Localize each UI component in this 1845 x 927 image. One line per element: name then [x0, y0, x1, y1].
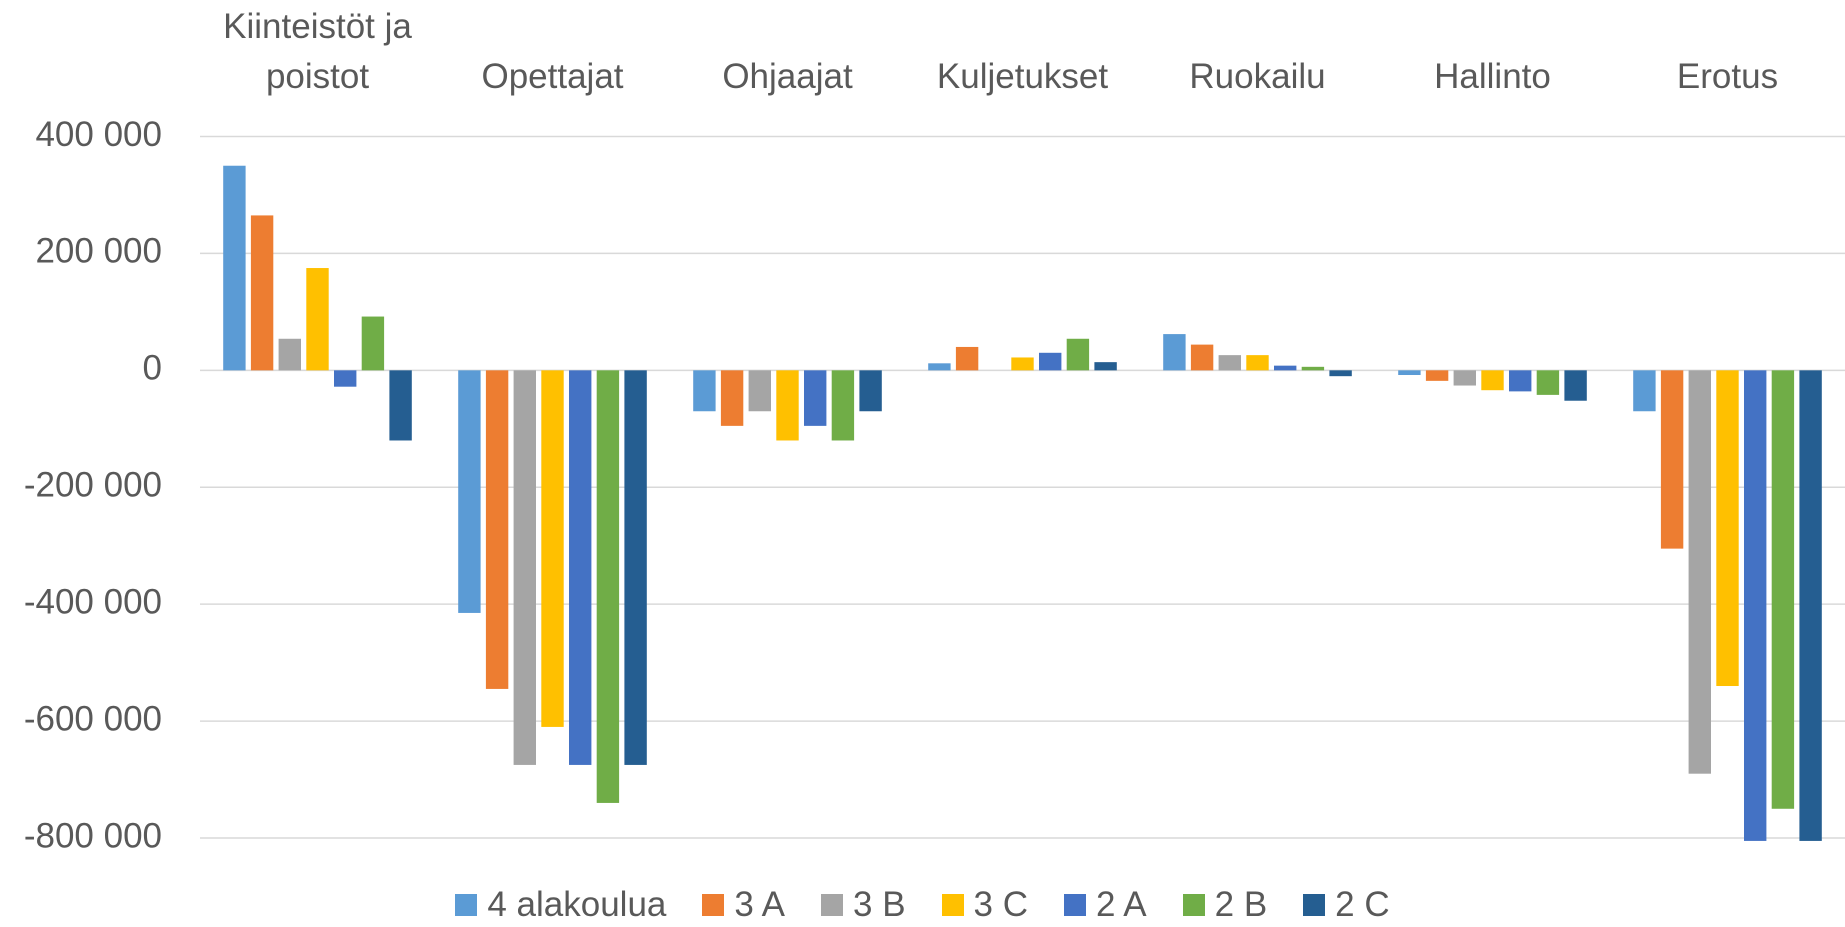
bar — [569, 370, 592, 765]
bar — [361, 316, 385, 371]
bar — [1398, 370, 1421, 376]
legend-label: 4 alakoulua — [487, 884, 667, 924]
y-tick-label: -200 000 — [24, 466, 162, 505]
legend-swatch — [702, 893, 725, 916]
category-label: Hallinto — [1434, 57, 1551, 96]
y-tick-label: -400 000 — [24, 582, 162, 621]
legend-label: 3 C — [973, 884, 1029, 924]
bar — [1094, 362, 1117, 371]
legend-item: 3 A — [702, 885, 785, 925]
bar — [1425, 370, 1449, 381]
legend-label: 2 C — [1335, 884, 1390, 924]
bar — [596, 370, 620, 803]
legend-swatch — [941, 893, 964, 916]
bar — [955, 346, 979, 371]
bar — [748, 370, 771, 412]
bar — [1329, 370, 1352, 377]
legend-item: 2 A — [1064, 885, 1147, 925]
bar — [1301, 366, 1325, 371]
bar — [1799, 370, 1822, 841]
legend-swatch — [455, 893, 478, 916]
bar — [720, 370, 744, 426]
y-tick-label: 0 — [143, 349, 162, 388]
bar — [250, 215, 274, 371]
bar — [928, 363, 951, 371]
bar — [278, 338, 301, 371]
legend-swatch — [1064, 893, 1087, 916]
bar — [1688, 370, 1711, 774]
y-tick-label: -600 000 — [24, 699, 162, 738]
bar — [1716, 370, 1739, 687]
bar — [513, 370, 536, 765]
legend-item: 3 C — [941, 884, 1029, 925]
legend-label: 2 A — [1096, 884, 1147, 924]
legend-swatch — [1303, 893, 1326, 916]
bar — [389, 370, 412, 441]
category-label: Kuljetukset — [936, 57, 1109, 96]
bar — [223, 165, 246, 371]
bar — [831, 370, 855, 441]
bar — [1536, 370, 1560, 395]
legend-swatch — [1182, 893, 1205, 916]
legend-swatch — [821, 893, 843, 916]
y-tick-label: 200 000 — [35, 232, 162, 271]
bar — [1633, 370, 1656, 412]
bar — [1744, 370, 1767, 841]
bar — [1218, 355, 1241, 371]
bar — [334, 370, 357, 387]
bar — [859, 370, 882, 412]
category-label: Ruokailu — [1189, 57, 1326, 96]
bar — [1246, 355, 1269, 371]
bar — [804, 370, 827, 426]
bar — [1066, 338, 1090, 371]
bar — [1190, 344, 1214, 371]
bar — [1039, 352, 1062, 371]
bar — [458, 370, 481, 613]
bar — [1481, 370, 1504, 391]
legend-label: 3 A — [734, 884, 785, 924]
category-label: Opettajat — [481, 57, 624, 96]
legend-item: 2 C — [1303, 884, 1390, 925]
legend-item: 2 B — [1182, 884, 1268, 925]
bar — [485, 370, 509, 689]
bar — [1564, 370, 1587, 401]
legend-item: 4 alakoulua — [455, 885, 666, 925]
legend: 4 alakoulua 3 A 3 B 3 C 2 A 2 B 2 C — [0, 882, 1845, 927]
bar — [306, 268, 329, 371]
bar — [1011, 357, 1034, 371]
bar — [1453, 370, 1476, 386]
bar — [693, 370, 716, 412]
bar — [624, 370, 647, 765]
legend-item: 3 B — [821, 885, 906, 925]
category-label: Erotus — [1676, 57, 1779, 96]
bar — [776, 370, 799, 441]
category-label: Kiinteistöt ja poistot — [223, 7, 412, 96]
bar — [1509, 370, 1532, 392]
y-tick-label: 400 000 — [35, 115, 162, 154]
legend-label: 3 B — [853, 884, 906, 924]
bar — [541, 370, 564, 727]
bar — [1163, 334, 1186, 371]
legend-label: 2 B — [1214, 884, 1268, 924]
bar — [1771, 370, 1795, 809]
category-label: Ohjaajat — [722, 57, 853, 96]
bar — [1660, 370, 1684, 549]
bar — [1274, 365, 1297, 371]
y-tick-label: -800 000 — [24, 816, 162, 855]
